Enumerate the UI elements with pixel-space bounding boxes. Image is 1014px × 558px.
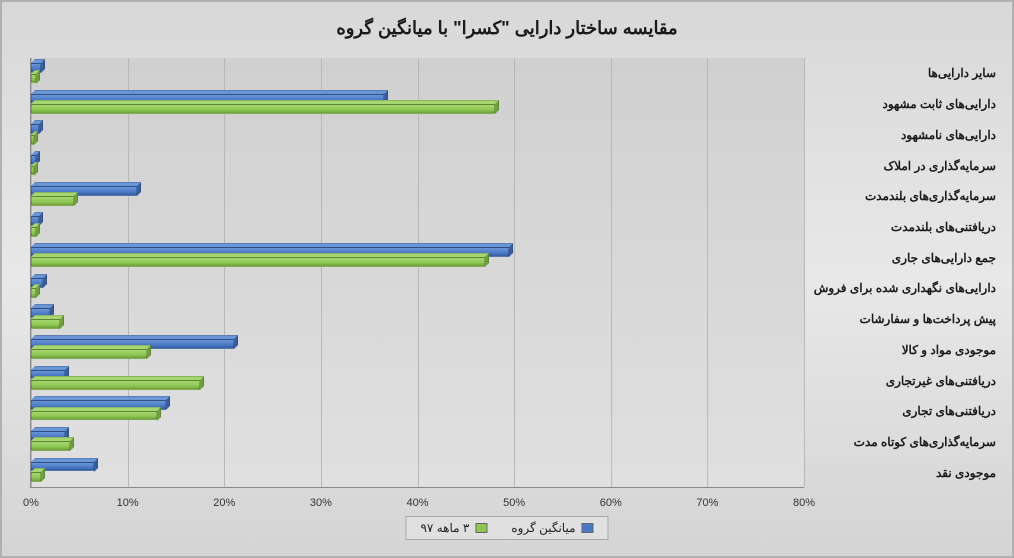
grid-line [224, 58, 225, 487]
grid-line [321, 58, 322, 487]
bar-side [485, 253, 489, 267]
legend-swatch-1 [475, 523, 487, 533]
category-label: دارایی‌های نامشهود [901, 128, 996, 142]
bar-top [31, 376, 204, 380]
legend-item: میانگین گروه [511, 521, 593, 535]
bar [31, 319, 60, 329]
category-label: سرمایه‌گذاری در املاک [883, 159, 996, 173]
grid-line [514, 58, 515, 487]
bar-side [147, 345, 151, 359]
category-labels: سایر دارایی‌ها دارایی‌های ثابت مشهود دارای… [806, 58, 996, 488]
chart-title: مقایسه ساختار دارایی "کسرا" با میانگین گ… [10, 10, 1004, 51]
category-label: دارایی‌های ثابت مشهود [882, 97, 996, 111]
legend-item: ۳ ماهه ۹۷ [420, 521, 487, 535]
bar-side [34, 131, 38, 145]
bar-side [200, 376, 204, 390]
bar-side [74, 192, 78, 206]
bar-side [509, 243, 513, 257]
x-tick-label: 80% [793, 497, 815, 509]
bar-side [41, 59, 45, 73]
x-tick-label: 60% [600, 497, 622, 509]
bar-side [166, 396, 170, 410]
x-tick-label: 50% [503, 497, 525, 509]
x-tick-label: 10% [117, 497, 139, 509]
bar [31, 104, 495, 114]
category-label: موجودی مواد و کالا [902, 343, 996, 357]
bar-top [31, 396, 170, 400]
bar-side [36, 70, 40, 84]
bar-top [31, 407, 161, 411]
bar-top [31, 437, 74, 441]
plot-area: 0%10%20%30%40%50%60%70%80% [30, 58, 804, 488]
bar-top [31, 345, 151, 349]
x-tick-label: 20% [213, 497, 235, 509]
bar-top [31, 90, 388, 94]
category-label: موجودی نقد [936, 466, 996, 480]
x-tick-label: 30% [310, 497, 332, 509]
bar-top [31, 366, 69, 370]
grid-line [128, 58, 129, 487]
category-label: دریافتنی‌های غیرتجاری [886, 374, 996, 388]
grid-line [611, 58, 612, 487]
bar-side [41, 468, 45, 482]
bar [31, 472, 41, 482]
legend: میانگین گروه ۳ ماهه ۹۷ [405, 516, 608, 540]
x-tick-label: 0% [23, 497, 39, 509]
bar-side [39, 120, 43, 134]
grid-line [707, 58, 708, 487]
category-label: سایر دارایی‌ها [928, 66, 996, 80]
bar-top [31, 243, 513, 247]
bar-top [31, 427, 69, 431]
bar-side [495, 100, 499, 114]
category-label: جمع دارایی‌های جاری [892, 251, 996, 265]
chart-container: مقایسه ساختار دارایی "کسرا" با میانگین گ… [10, 10, 1004, 548]
x-tick-label: 40% [406, 497, 428, 509]
bar-side [94, 458, 98, 472]
bar-side [36, 223, 40, 237]
bar [31, 411, 157, 421]
bar [31, 380, 200, 390]
bar-top [31, 253, 489, 257]
bar-top [31, 100, 499, 104]
bar-top [31, 458, 98, 462]
category-label: دارایی‌های نگهداری شده برای فروش [814, 281, 996, 295]
x-tick-label: 70% [696, 497, 718, 509]
bar-side [70, 437, 74, 451]
category-label: سرمایه‌گذاری‌های بلندمدت [865, 189, 996, 203]
category-label: دریافتنی‌های بلندمدت [891, 220, 996, 234]
bar-top [31, 192, 78, 196]
grid-line [804, 58, 805, 487]
bar-top [31, 335, 238, 339]
bar-side [234, 335, 238, 349]
bar [31, 441, 70, 451]
bar [31, 196, 74, 206]
category-label: سرمایه‌گذاری‌های کوتاه مدت [854, 435, 996, 449]
bar-side [137, 182, 141, 196]
bar-side [34, 162, 38, 176]
bar-side [60, 315, 64, 329]
legend-label-0: میانگین گروه [511, 521, 575, 535]
bar-top [31, 182, 141, 186]
legend-swatch-0 [582, 523, 594, 533]
grid-line [418, 58, 419, 487]
category-label: دریافتنی‌های تجاری [902, 404, 996, 418]
bar [31, 257, 485, 267]
bar [31, 349, 147, 359]
category-label: پیش پرداخت‌ها و سفارشات [860, 312, 996, 326]
bar-side [36, 284, 40, 298]
legend-label-1: ۳ ماهه ۹۷ [420, 521, 469, 535]
